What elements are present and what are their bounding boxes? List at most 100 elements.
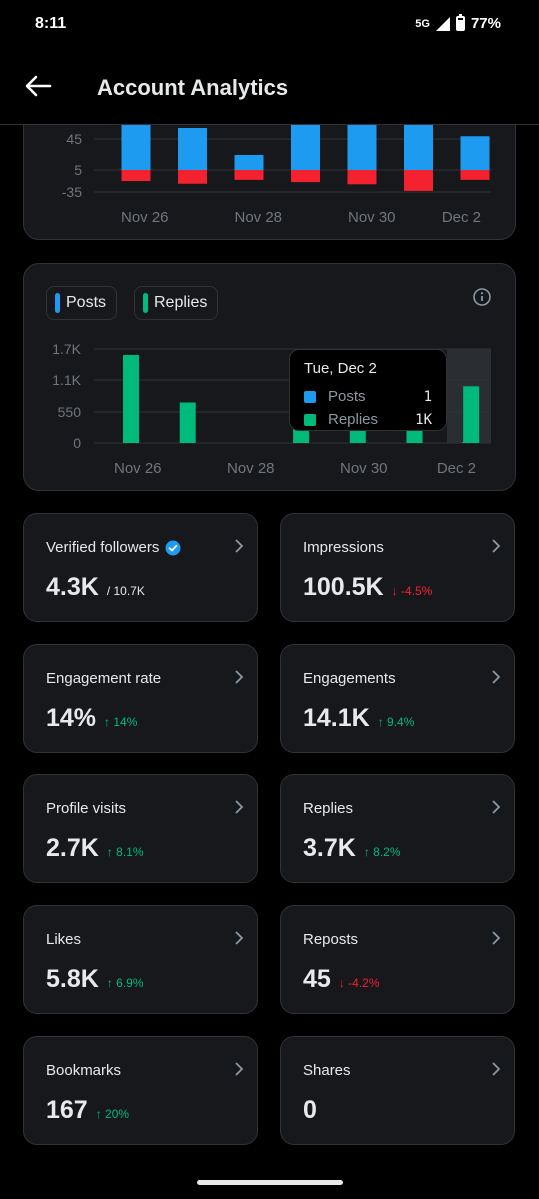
x-tick-label: Nov 26 [114,460,162,477]
stat-trend: ↑ 9.4% [377,715,415,729]
stat-value: 100.5K [303,573,384,601]
bar-replies [463,386,480,443]
stat-value: 167 [46,1096,88,1124]
legend-posts-label: Posts [66,294,107,311]
bar-posts [462,442,465,443]
stat-value: 45 [303,965,331,993]
bar-replies [123,354,139,443]
stat-card-bookmarks[interactable]: Bookmarks 167 ↑ 20% [23,1036,258,1145]
stat-label: Replies [303,800,354,817]
bar-negative [460,170,490,180]
app-header: Account Analytics [0,48,539,125]
stat-trend: ↓ -4.2% [338,976,380,990]
chevron-right-icon [235,1062,244,1076]
bar-negative [404,170,433,191]
stat-value-row: 14% ↑ 14% [46,704,137,733]
bar-negative [121,170,151,181]
stat-value-row: 5.8K ↑ 6.9% [46,965,144,994]
bar-positive [234,155,264,170]
tooltip-row-posts: Posts 1 [304,385,432,408]
stat-label: Reposts [303,931,359,948]
chevron-right-icon [235,539,244,553]
page-title: Account Analytics [97,75,289,100]
stat-card-verified-followers[interactable]: Verified followers 4.3K / 10.7K [23,513,258,622]
verified-badge-icon [165,540,181,555]
tooltip-replies-value: 1K [415,411,432,428]
y-tick-label: -35 [62,184,82,200]
stat-value-row: 45 ↓ -4.2% [303,965,380,994]
x-tick-label: Nov 26 [121,209,169,226]
stat-label: Impressions [303,539,384,556]
legend-replies-label: Replies [154,294,208,311]
tooltip-posts-swatch [304,390,316,403]
stat-sub: / 10.7K [106,584,145,598]
home-indicator[interactable] [197,1180,343,1185]
signal-icon [435,16,450,31]
back-arrow-icon[interactable] [24,74,52,98]
stat-value: 4.3K [46,573,99,601]
stat-card-engagement-rate[interactable]: Engagement rate 14% ↑ 14% [23,644,258,753]
chevron-right-icon [492,800,501,814]
tooltip-title: Tue, Dec 2 [304,360,377,377]
stat-card-replies[interactable]: Replies 3.7K ↑ 8.2% [280,774,515,883]
chevron-right-icon [235,931,244,945]
stat-label: Shares [303,1062,351,1079]
stat-card-reposts[interactable]: Reposts 45 ↓ -4.2% [280,905,515,1014]
status-indicators: 5G 77% [415,14,501,32]
chevron-right-icon [492,931,501,945]
stat-value-row: 4.3K / 10.7K [46,573,145,602]
battery-percent: 77% [470,15,501,32]
stat-label: Likes [46,931,82,948]
battery-icon [455,14,465,31]
stat-value-row: 3.7K ↑ 8.2% [303,834,401,863]
stat-value-row: 2.7K ↑ 8.1% [46,834,144,863]
bar-positive [178,128,207,170]
stat-trend: ↑ 20% [95,1107,130,1121]
x-tick-label: Nov 28 [235,209,283,226]
stat-value: 2.7K [46,834,99,862]
chevron-right-icon [235,800,244,814]
stat-value-row: 0 [303,1096,317,1125]
x-tick-label: Nov 30 [348,209,396,226]
y-tick-label: 550 [58,404,82,420]
info-icon[interactable] [472,287,492,307]
chevron-right-icon [492,670,501,684]
status-bar: 8:11 5G 77% [0,0,539,48]
y-tick-label: 0 [73,435,81,451]
stat-value: 14.1K [303,704,370,732]
network-indicator: 5G [415,17,430,30]
bar-negative [178,170,207,184]
bar-positive [460,136,490,170]
activity-chart-card: Posts Replies 1.7K 1.1K 550 0 Nov 26 Nov 28 No… [23,263,516,491]
stat-card-likes[interactable]: Likes 5.8K ↑ 6.9% [23,905,258,1014]
stat-label: Engagements [303,670,396,687]
stat-label: Bookmarks [46,1062,122,1079]
stat-card-engagements[interactable]: Engagements 14.1K ↑ 9.4% [280,644,515,753]
stat-trend: ↑ 8.2% [363,845,401,859]
stat-trend: ↑ 14% [104,715,138,729]
stat-card-profile-visits[interactable]: Profile visits 2.7K ↑ 8.1% [23,774,258,883]
stat-value-row: 167 ↑ 20% [46,1096,129,1125]
x-tick-label: Nov 30 [340,460,388,477]
legend-replies[interactable]: Replies [134,286,219,320]
tooltip-replies-swatch [304,413,316,426]
stat-label: Profile visits [46,800,127,817]
y-tick-label: 5 [74,162,82,178]
chevron-right-icon [492,1062,501,1076]
tooltip-replies-label: Replies [328,411,379,428]
legend-posts[interactable]: Posts [46,286,118,320]
chevron-right-icon [492,539,501,553]
tooltip-row-replies: Replies 1K [304,408,432,431]
stat-trend: ↑ 6.9% [106,976,144,990]
legend-replies-swatch [143,293,148,313]
stat-card-impressions[interactable]: Impressions 100.5K ↓ -4.5% [280,513,515,622]
stat-card-shares[interactable]: Shares 0 [280,1036,515,1145]
stat-label: Engagement rate [46,670,162,687]
x-tick-label: Nov 28 [227,460,275,477]
x-tick-label: Dec 2 [437,460,476,477]
bar-replies [179,402,196,443]
status-time: 8:11 [35,15,67,32]
stat-value: 3.7K [303,834,356,862]
stat-trend: ↑ 8.1% [106,845,144,859]
x-tick-label: Dec 2 [442,209,481,226]
